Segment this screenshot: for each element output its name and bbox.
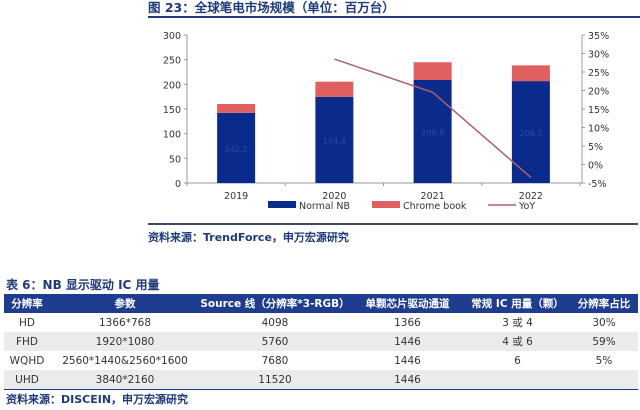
legend-label: YoY [518, 201, 535, 212]
left-tick-label: 250 [163, 56, 181, 67]
left-tick-label: 300 [163, 31, 181, 42]
right-tick-label: 30% [588, 50, 609, 61]
legend-swatch [268, 201, 296, 208]
legend-label: Normal NB [299, 201, 350, 212]
left-tick-label: 150 [163, 105, 181, 116]
table-cell: 3840*2160 [50, 370, 200, 390]
bar-chrome-book [217, 103, 256, 113]
bar-data-label: 174.4 [323, 137, 346, 146]
bar-chrome-book [315, 81, 354, 97]
ic-usage-table: 分辨率 参数 Source 线（分辨率*3-RGB） 单颗芯片驱动通道 常规 I… [4, 294, 638, 390]
col-header: 分辨率占比 [570, 294, 638, 313]
table-cell: HD [19, 316, 35, 329]
bar-chrome-book [413, 62, 452, 80]
table-cell: 1366*768 [98, 316, 151, 329]
table-row: FHD 1920*1080 5760 1446 4 或 6 59% [4, 332, 638, 351]
x-tick-label: 2021 [421, 191, 445, 202]
table-cell: 1920*1080 [50, 332, 200, 351]
table-cell: 2560*1440&2560*1600 [62, 354, 188, 367]
table-cell: 1366 [394, 316, 421, 329]
x-tick-label: 2020 [322, 191, 346, 202]
bar-normal-nb [315, 96, 354, 183]
bar-chrome-book [511, 65, 550, 82]
table-cell: 7680 [261, 354, 289, 367]
left-tick-label: 100 [163, 130, 181, 141]
divider [148, 223, 638, 225]
table-row: WQHD 2560*1440&2560*1600 7680 1446 6 5% [4, 351, 638, 370]
table-cell: 1446 [394, 354, 421, 367]
bar-normal-nb [217, 112, 256, 183]
x-tick-label: 2019 [224, 191, 248, 202]
yoy-line [334, 58, 532, 179]
right-tick-label: -5% [588, 179, 607, 190]
table-cell: 1446 [350, 370, 465, 390]
right-tick-label: 0% [588, 161, 603, 172]
bar-data-label: 142.2 [225, 145, 248, 154]
right-tick-label: 15% [588, 105, 609, 116]
x-tick-label: 2022 [519, 191, 543, 202]
bar-normal-nb [413, 79, 452, 183]
table-row: UHD 3840*2160 11520 1446 [4, 370, 638, 390]
right-tick-label: 10% [588, 124, 609, 135]
col-header: 参数 [50, 294, 200, 313]
table-title: 表 6：NB 显示驱动 IC 用量 [6, 278, 160, 292]
left-tick-label: 200 [163, 80, 181, 91]
table-cell: 1446 [350, 332, 465, 351]
table-source: 资料来源：DISCEIN，申万宏源研究 [6, 393, 189, 406]
col-header: Source 线（分辨率*3-RGB） [200, 294, 350, 313]
left-tick-label: 50 [169, 154, 181, 165]
col-header: 分辨率 [4, 294, 50, 313]
table-cell: 5760 [200, 332, 350, 351]
legend-swatch [372, 201, 400, 208]
table-cell: 5% [595, 354, 613, 367]
figure-title: 图 23：全球笔电市场规模（单位：百万台） [148, 0, 640, 18]
right-tick-label: 20% [588, 87, 609, 98]
table-cell: WQHD [9, 354, 45, 367]
figure-source: 资料来源：TrendForce，申万宏源研究 [148, 231, 349, 244]
bar-data-label: 206.5 [519, 129, 542, 138]
table-cell: 30% [592, 316, 616, 329]
col-header: 常规 IC 用量（颗） [465, 294, 570, 313]
table-cell: FHD [4, 332, 50, 351]
table-cell: 11520 [200, 370, 350, 390]
right-tick-label: 35% [588, 31, 609, 42]
table-cell [465, 370, 570, 390]
col-header: 单颗芯片驱动通道 [350, 294, 465, 313]
table-cell: 6 [514, 354, 521, 367]
table-row: HD 1366*768 4098 1366 3 或 4 30% [4, 313, 638, 332]
right-tick-label: 25% [588, 68, 609, 79]
market-size-chart: 0 50 100 150 200 250 300 -5% 0% 5% 10% 15% 20% 25% 30%… [163, 31, 609, 212]
legend-label: Chrome book [403, 201, 467, 212]
table-cell: UHD [4, 370, 50, 390]
table-cell: 4 或 6 [465, 332, 570, 351]
table-cell: 3 或 4 [502, 317, 533, 329]
left-tick-label: 0 [175, 179, 181, 190]
bar-data-label: 208.8 [421, 128, 444, 137]
table-cell: 4098 [261, 316, 289, 329]
table-cell: 59% [570, 332, 638, 351]
table-cell [570, 370, 638, 390]
right-tick-label: 5% [588, 142, 603, 153]
